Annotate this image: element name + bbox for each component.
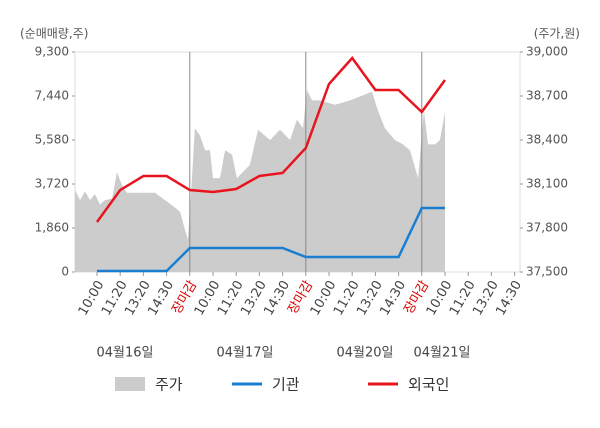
- legend-label: 기관: [272, 376, 300, 394]
- legend-item: 외국인: [368, 376, 449, 394]
- y-tick-label: 3,720: [35, 177, 69, 191]
- series-line: [97, 206, 445, 273]
- y2-tick-label: 37,500: [526, 265, 568, 279]
- y-tick-label: 7,440: [35, 89, 69, 103]
- y2-tick-label: 38,400: [526, 133, 568, 147]
- legend-item: 기관: [232, 376, 300, 394]
- legend-label: 주가: [155, 376, 183, 394]
- left-axis-title: (순매매량,주): [20, 27, 88, 41]
- y-tick-label: 5,580: [35, 133, 69, 147]
- y2-tick-label: 37,800: [526, 221, 568, 235]
- y2-tick-label: 38,100: [526, 177, 568, 191]
- legend-item: 주가: [115, 376, 183, 394]
- y2-tick-label: 38,700: [526, 89, 568, 103]
- legend-label: 외국인: [408, 376, 449, 394]
- y-tick-label: 1,860: [35, 221, 69, 235]
- y-tick-label: 9,300: [35, 45, 69, 59]
- date-label: 04월16일: [96, 346, 153, 361]
- legend-swatch: [115, 377, 145, 391]
- date-label: 04월21일: [413, 346, 470, 361]
- y-tick-label: 0: [61, 265, 69, 279]
- date-label: 04월17일: [216, 346, 273, 361]
- price-area: [74, 90, 446, 272]
- series-line: [95, 56, 447, 223]
- right-axis-title: (주가,원): [534, 27, 580, 41]
- date-label: 04월20일: [336, 346, 393, 361]
- y2-tick-label: 39,000: [526, 45, 568, 59]
